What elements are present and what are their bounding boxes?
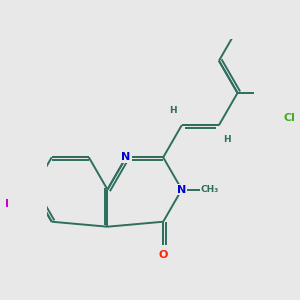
Text: H: H <box>224 135 231 144</box>
Text: O: O <box>158 250 168 260</box>
Text: H: H <box>169 106 177 115</box>
Text: I: I <box>5 200 9 209</box>
Text: CH₃: CH₃ <box>200 185 219 194</box>
Text: N: N <box>177 184 186 194</box>
Text: Cl: Cl <box>283 113 295 123</box>
Text: N: N <box>122 152 131 162</box>
